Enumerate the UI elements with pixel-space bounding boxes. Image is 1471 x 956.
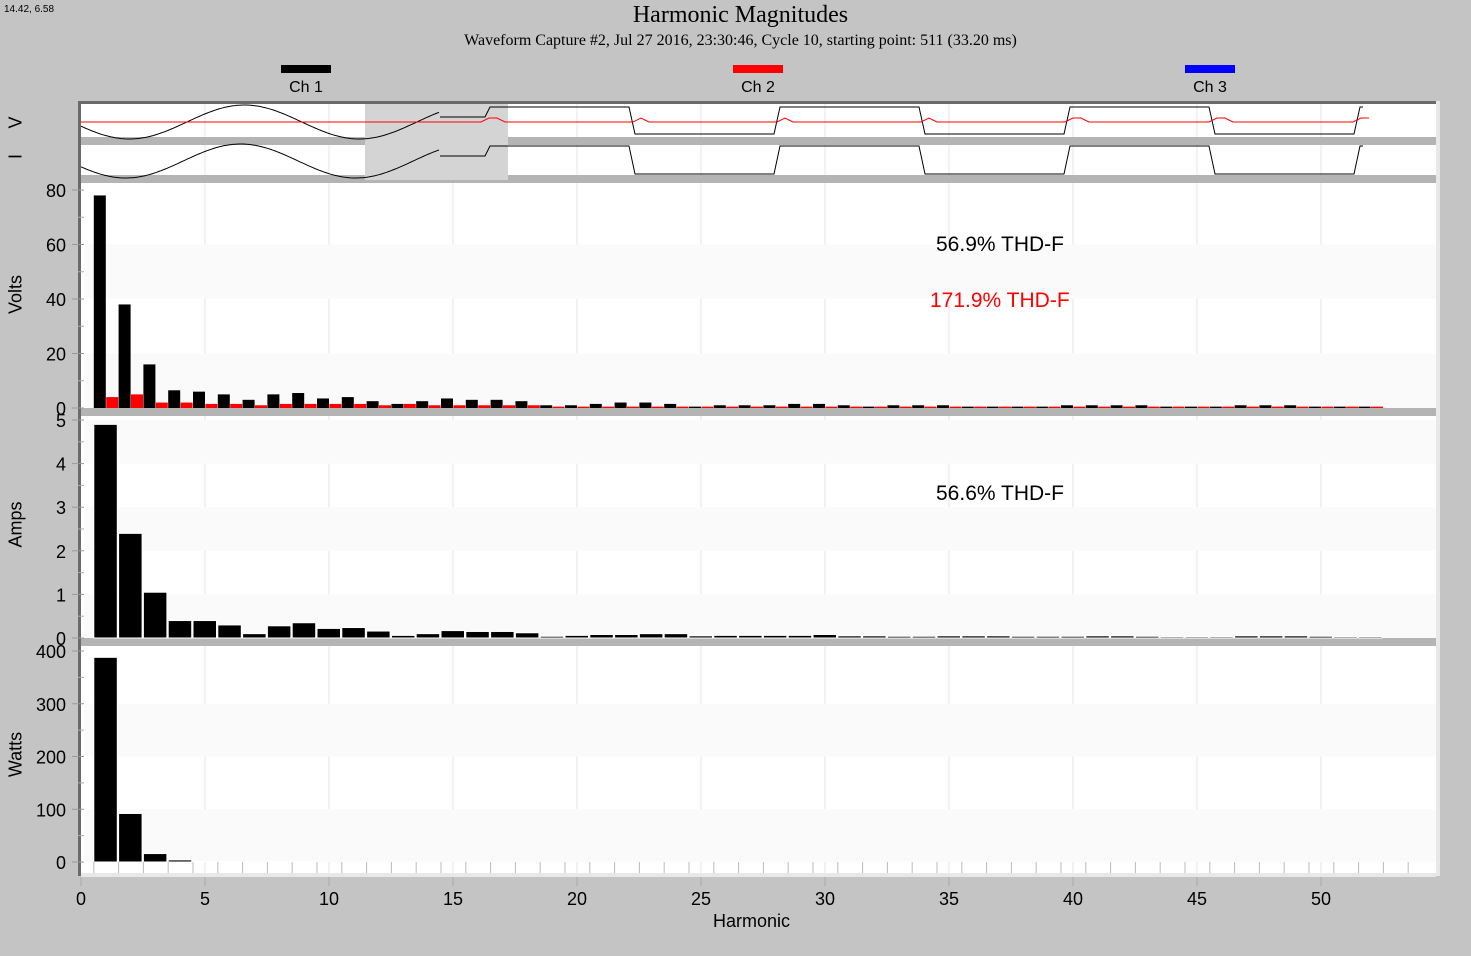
- svg-text:5: 5: [56, 411, 66, 431]
- svg-text:60: 60: [46, 236, 66, 256]
- svg-text:100: 100: [36, 800, 66, 820]
- svg-text:2: 2: [56, 542, 66, 562]
- svg-text:0: 0: [56, 853, 66, 873]
- svg-text:20: 20: [46, 345, 66, 365]
- volts-ylabel: Volts: [5, 274, 26, 315]
- x-axis-label: Harmonic: [713, 911, 791, 931]
- watts-ylabel: Watts: [5, 731, 26, 778]
- svg-text:15: 15: [443, 889, 463, 909]
- amps-ylabel: Amps: [5, 501, 26, 548]
- legend-ch1[interactable]: Ch 1: [266, 65, 346, 97]
- svg-text:0: 0: [56, 399, 66, 419]
- volts-thd-ch2: 171.9% THD-F: [930, 289, 1070, 312]
- plot-right-edge: [1436, 101, 1440, 876]
- svg-text:0: 0: [56, 629, 66, 649]
- legend-label-ch3: Ch 3: [1193, 79, 1227, 96]
- chart-subtitle: Waveform Capture #2, Jul 27 2016, 23:30:…: [464, 32, 1017, 49]
- volts-thd-ch1: 56.9% THD-F: [936, 233, 1064, 256]
- chart-title: Harmonic Magnitudes: [632, 2, 849, 28]
- svg-text:40: 40: [1063, 889, 1083, 909]
- svg-text:200: 200: [36, 748, 66, 768]
- svg-text:3: 3: [56, 498, 66, 518]
- svg-text:30: 30: [815, 889, 835, 909]
- svg-text:25: 25: [691, 889, 711, 909]
- svg-text:400: 400: [36, 642, 66, 662]
- legend-label-ch2: Ch 2: [741, 79, 775, 96]
- legend-swatch-ch1: [281, 65, 331, 73]
- svg-text:5: 5: [200, 889, 210, 909]
- svg-text:40: 40: [46, 290, 66, 310]
- cursor-coordinates: 14.42, 6.58: [4, 4, 55, 15]
- legend-ch2[interactable]: Ch 2: [718, 65, 798, 97]
- svg-text:300: 300: [36, 695, 66, 715]
- svg-text:10: 10: [319, 889, 339, 909]
- svg-text:1: 1: [56, 585, 66, 605]
- waveform-v-label: V: [5, 116, 26, 129]
- svg-text:4: 4: [56, 455, 66, 475]
- svg-text:80: 80: [46, 181, 66, 201]
- svg-text:35: 35: [939, 889, 959, 909]
- svg-text:20: 20: [567, 889, 587, 909]
- waveform-i-label: I: [5, 154, 26, 160]
- svg-text:45: 45: [1187, 889, 1207, 909]
- legend-label-ch1: Ch 1: [289, 79, 323, 96]
- amps-thd-ch1: 56.6% THD-F: [936, 482, 1064, 505]
- svg-text:0: 0: [76, 889, 86, 909]
- legend-swatch-ch3: [1185, 65, 1235, 73]
- legend-swatch-ch2: [733, 65, 783, 73]
- svg-text:50: 50: [1311, 889, 1331, 909]
- legend-ch3[interactable]: Ch 3: [1170, 65, 1250, 97]
